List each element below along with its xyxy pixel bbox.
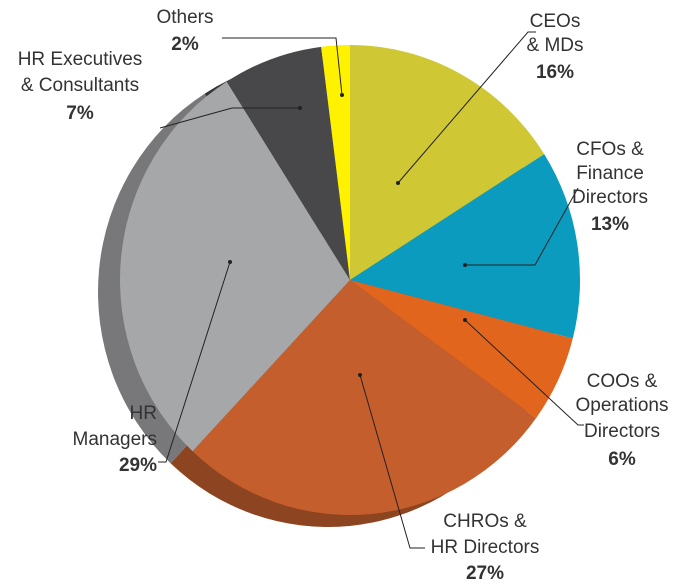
- leader-dot: [463, 263, 467, 267]
- leader-line: [359, 374, 425, 549]
- leader-line: [465, 187, 579, 266]
- category-label: Operations: [576, 395, 669, 416]
- leader-line: [158, 261, 231, 463]
- value-label: 7%: [66, 103, 94, 124]
- category-label: CHROs &: [443, 511, 527, 532]
- category-label: CEOs: [530, 11, 581, 32]
- leader-dot: [228, 260, 232, 264]
- leader-line: [222, 37, 343, 96]
- slice: [350, 280, 573, 419]
- value-label: 29%: [119, 455, 157, 476]
- category-label: HR Directors: [431, 537, 540, 558]
- category-label: & MDs: [527, 35, 584, 56]
- pie: [120, 45, 580, 515]
- slice: [226, 46, 350, 281]
- slice: [120, 81, 350, 452]
- leader-line: [397, 31, 536, 184]
- category-label: Finance: [576, 163, 644, 184]
- leader-dot: [340, 93, 344, 97]
- leader-dot: [298, 106, 302, 110]
- category-label: HR: [130, 403, 157, 424]
- value-label: 6%: [608, 449, 636, 470]
- leader-dot: [358, 373, 362, 377]
- category-label: & Consultants: [21, 75, 139, 96]
- slice: [350, 154, 580, 339]
- value-label: 13%: [591, 214, 629, 235]
- category-label: HR Executives: [18, 49, 143, 70]
- leader-dot: [463, 318, 467, 322]
- slice: [350, 45, 545, 280]
- labels: CEOs & MDs 16% CFOs & Finance Directors 13% COO…: [18, 7, 669, 584]
- leader-dot: [396, 181, 400, 185]
- value-label: 2%: [171, 34, 199, 55]
- category-label: Directors: [572, 187, 648, 208]
- category-label: Others: [156, 7, 213, 28]
- category-label: Managers: [73, 429, 158, 450]
- category-label: COOs &: [587, 371, 658, 392]
- leader-line: [464, 319, 584, 426]
- slice: [192, 280, 537, 515]
- category-label: Directors: [584, 421, 660, 442]
- category-label: CFOs &: [576, 139, 644, 160]
- value-label: 16%: [536, 62, 574, 83]
- leader-line: [159, 107, 300, 129]
- value-label: 27%: [466, 563, 504, 584]
- slice: [321, 45, 350, 280]
